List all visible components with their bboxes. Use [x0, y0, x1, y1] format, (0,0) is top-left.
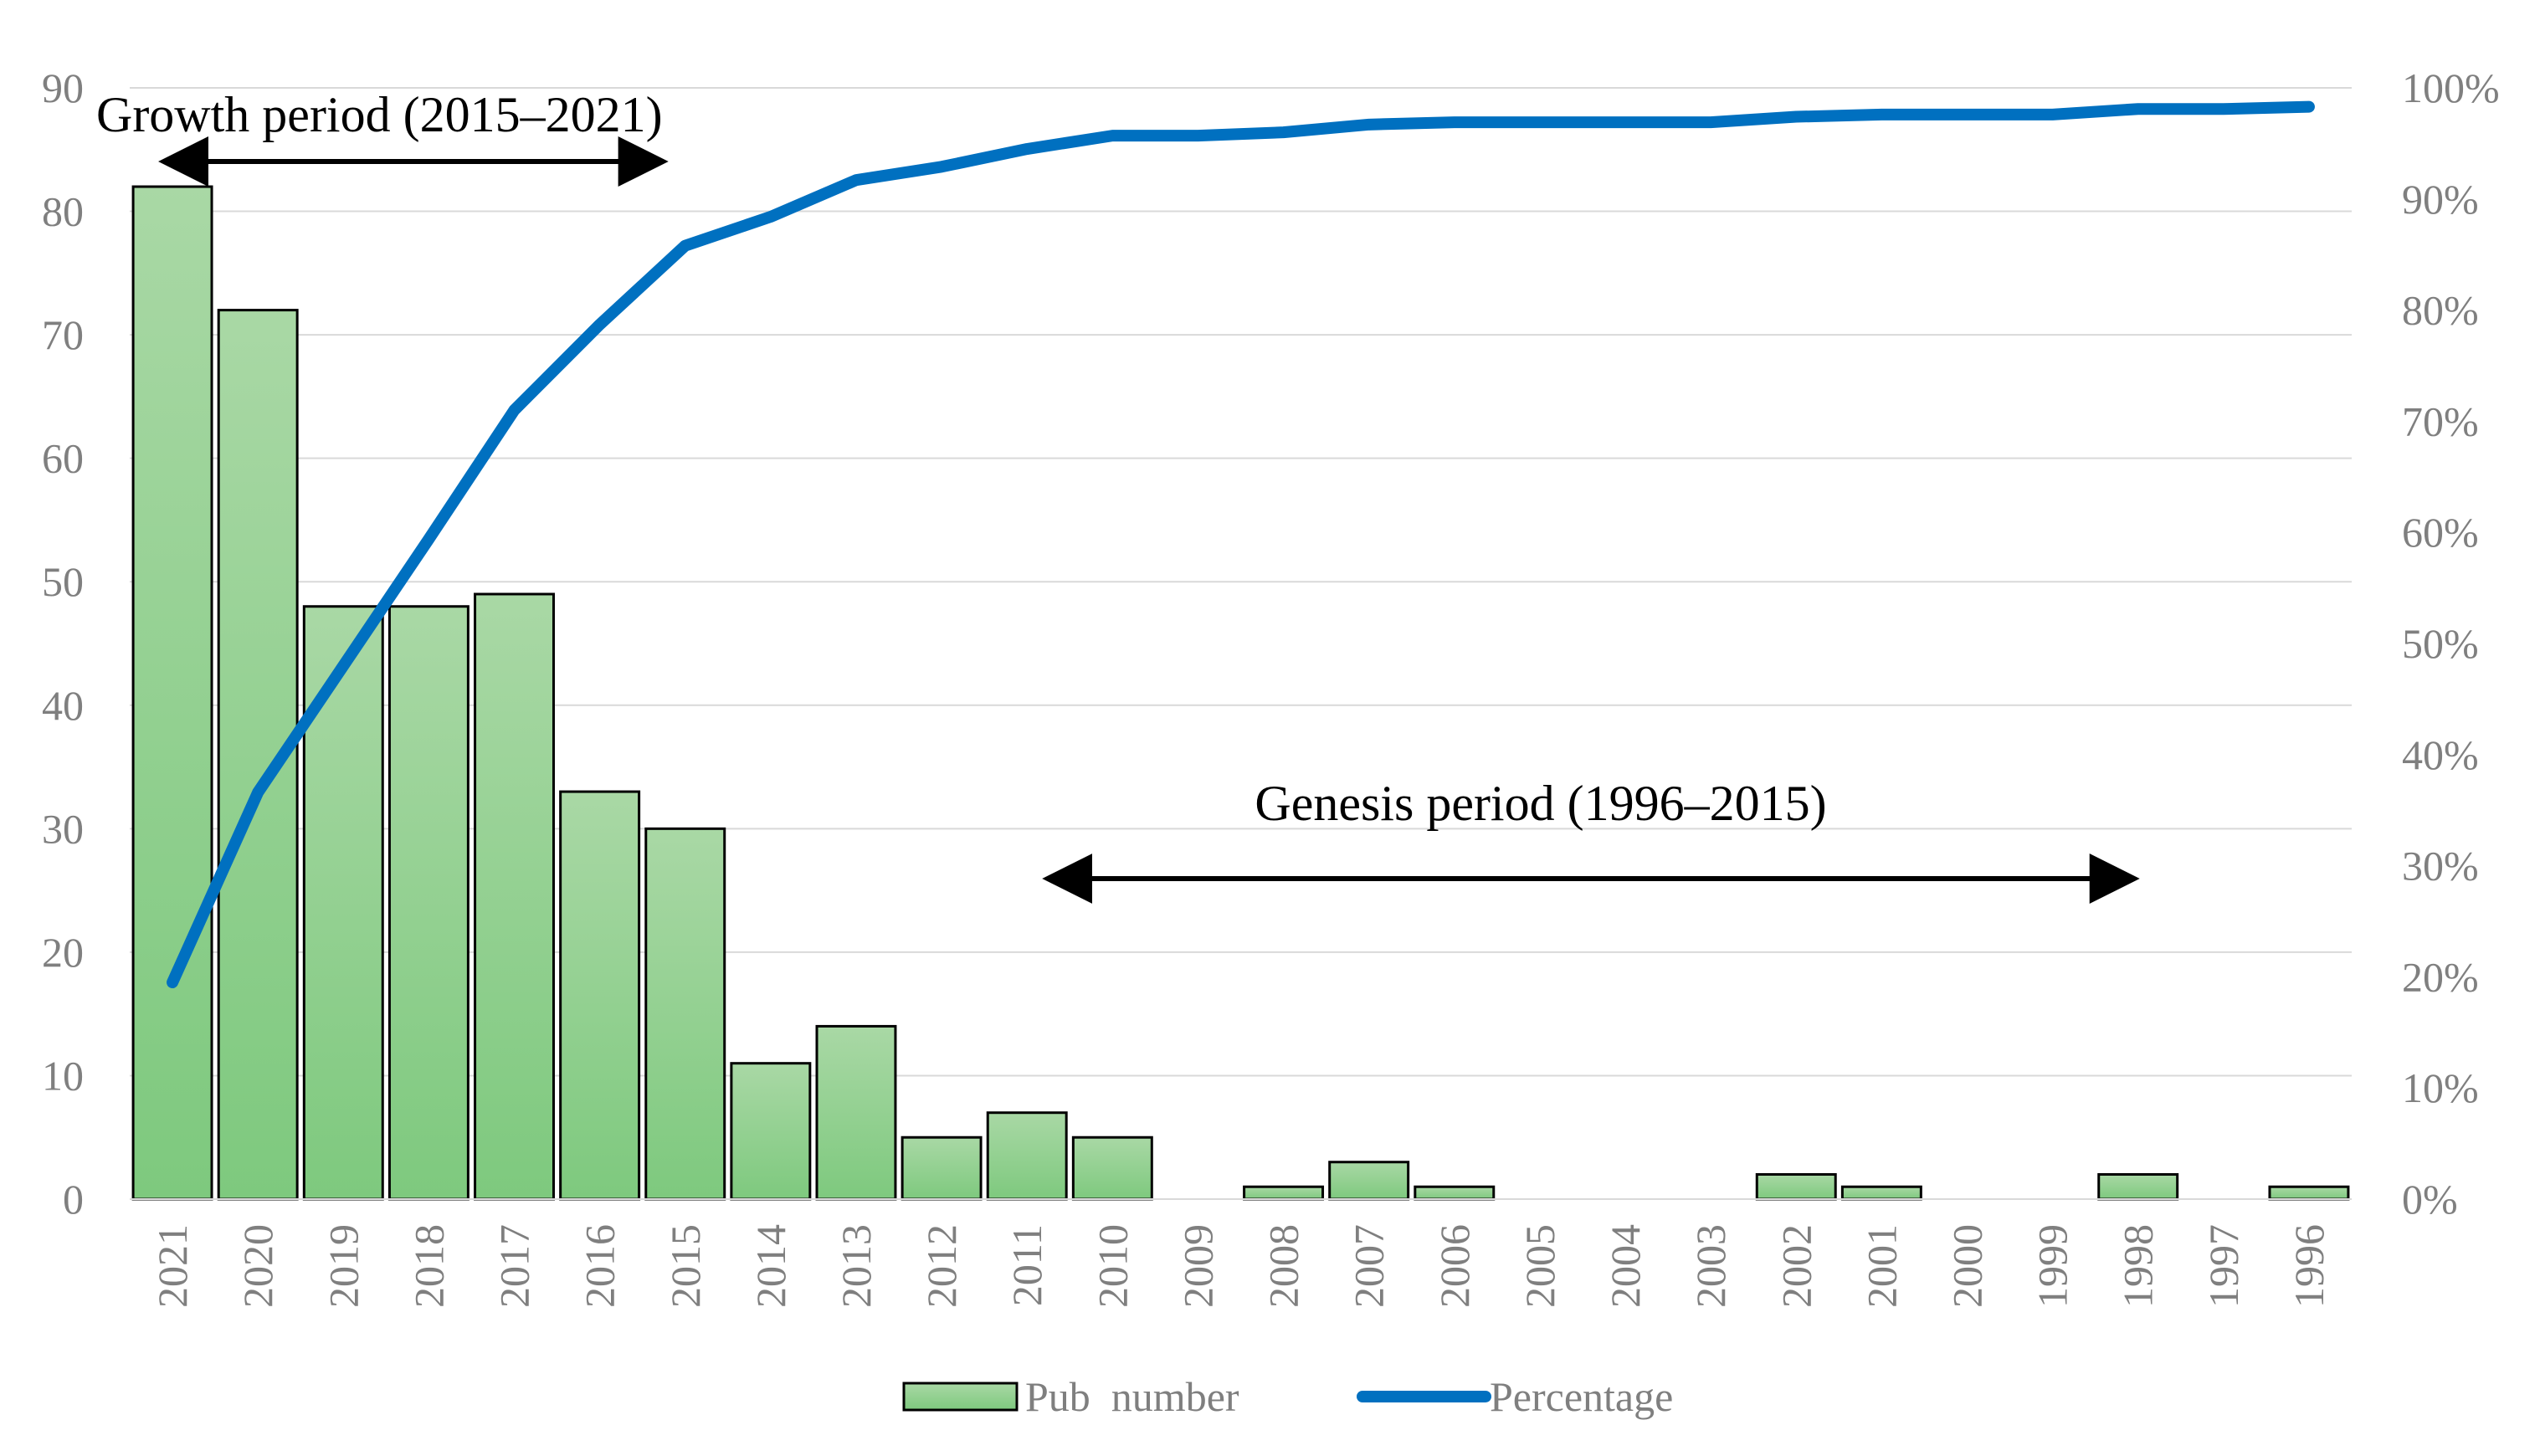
x-tick-label-2006: 2006	[1431, 1224, 1478, 1308]
y-right-tick-label: 50%	[2402, 620, 2479, 667]
y-right-tick-label: 90%	[2402, 176, 2479, 223]
bar-2001	[1840, 1185, 1922, 1201]
x-tick-label-2009: 2009	[1174, 1224, 1221, 1308]
y-right-tick-label: 20%	[2402, 953, 2479, 1000]
growth-period-label: Growth period (2015–2021)	[96, 87, 663, 142]
x-tick-label-1998: 1998	[2115, 1224, 2162, 1308]
x-tick-label-1999: 1999	[2029, 1224, 2076, 1308]
genesis-period-label: Genesis period (1996–2015)	[1255, 776, 1826, 831]
x-tick-label-2000: 2000	[1943, 1224, 1990, 1308]
legend-swatch-pub-number	[902, 1382, 1019, 1412]
x-tick-label-2016: 2016	[577, 1224, 623, 1308]
y-right-tick-label: 40%	[2402, 731, 2479, 778]
y-right-tick-label: 70%	[2402, 397, 2479, 444]
y-left-tick-label: 80	[42, 188, 84, 235]
x-tick-label-2014: 2014	[747, 1224, 794, 1308]
bar-2007	[1328, 1161, 1410, 1201]
percentage-series-line	[167, 100, 2315, 989]
x-tick-label-2001: 2001	[1858, 1224, 1905, 1308]
x-tick-label-1997: 1997	[2200, 1224, 2247, 1308]
y-right-tick-label: 80%	[2402, 287, 2479, 334]
bars	[130, 185, 2352, 1201]
legend: Pub number Percentage	[902, 1373, 1673, 1420]
bar-1996	[2268, 1185, 2350, 1201]
x-tick-label-2018: 2018	[405, 1224, 452, 1308]
bar-2002	[1755, 1172, 1837, 1201]
y-left-tick-label: 0	[63, 1176, 84, 1223]
y-left-tick-label: 30	[42, 805, 84, 852]
bar-2018	[387, 605, 470, 1201]
x-tick-label-2005: 2005	[1516, 1224, 1563, 1308]
y-left-tick-label: 70	[42, 311, 84, 358]
y-right-tick-label: 30%	[2402, 843, 2479, 889]
x-tick-label-2017: 2017	[491, 1224, 538, 1308]
x-tick-label-2020: 2020	[234, 1224, 281, 1308]
y-right-tick-label: 10%	[2402, 1064, 2479, 1111]
bar-2014	[730, 1062, 812, 1201]
x-tick-label-2011: 2011	[1003, 1224, 1050, 1306]
y-left-tick-label: 90	[42, 64, 84, 111]
bar-2019	[302, 605, 384, 1201]
x-tick-label-1996: 1996	[2286, 1224, 2332, 1308]
x-tick-label-2007: 2007	[1346, 1224, 1393, 1308]
bar-2017	[474, 592, 555, 1201]
y-right-tick-label: 0%	[2402, 1176, 2458, 1223]
x-axis: 2021 2020 2019 2018 2017 2016 2015 2014 2013 2012…	[149, 1224, 2332, 1308]
bar-2016	[559, 790, 641, 1201]
legend-label-pub-number: Pub number	[1025, 1373, 1239, 1420]
x-tick-label-2021: 2021	[149, 1224, 196, 1308]
y-right-tick-label: 60%	[2402, 509, 2479, 556]
bar-2021	[131, 185, 213, 1201]
y-left-tick-label: 50	[42, 558, 84, 605]
bar-2006	[1414, 1185, 1496, 1201]
legend-label-percentage: Percentage	[1490, 1373, 1673, 1420]
x-tick-label-2008: 2008	[1260, 1224, 1307, 1308]
bar-2008	[1243, 1185, 1325, 1201]
y-axis-right: 0% 10% 20% 30% 40% 50% 60% 70% 80% 90% 100%	[2402, 64, 2500, 1223]
x-tick-label-2019: 2019	[320, 1224, 367, 1308]
y-left-tick-label: 10	[42, 1052, 84, 1099]
x-tick-label-2010: 2010	[1089, 1224, 1136, 1308]
x-tick-label-2003: 2003	[1687, 1224, 1734, 1308]
bar-1998	[2097, 1172, 2179, 1201]
x-tick-label-2013: 2013	[833, 1224, 880, 1308]
bar-2013	[815, 1024, 897, 1201]
bar-2015	[644, 827, 726, 1201]
annotations: Growth period (2015–2021) Genesis period …	[96, 87, 2140, 904]
x-tick-label-2002: 2002	[1773, 1224, 1819, 1308]
x-tick-label-2004: 2004	[1602, 1224, 1649, 1308]
x-tick-label-2012: 2012	[918, 1224, 965, 1308]
y-left-tick-label: 60	[42, 435, 84, 482]
y-left-tick-label: 20	[42, 929, 84, 976]
y-axis-left: 0 10 20 30 40 50 60 70 80 90	[42, 64, 84, 1223]
percentage-line	[167, 100, 2315, 989]
bar-2010	[1071, 1136, 1153, 1201]
y-right-tick-label: 100%	[2402, 64, 2500, 111]
bar-2011	[986, 1111, 1068, 1201]
y-left-tick-label: 40	[42, 682, 84, 729]
bar-2012	[901, 1136, 983, 1201]
x-tick-label-2015: 2015	[662, 1224, 709, 1308]
